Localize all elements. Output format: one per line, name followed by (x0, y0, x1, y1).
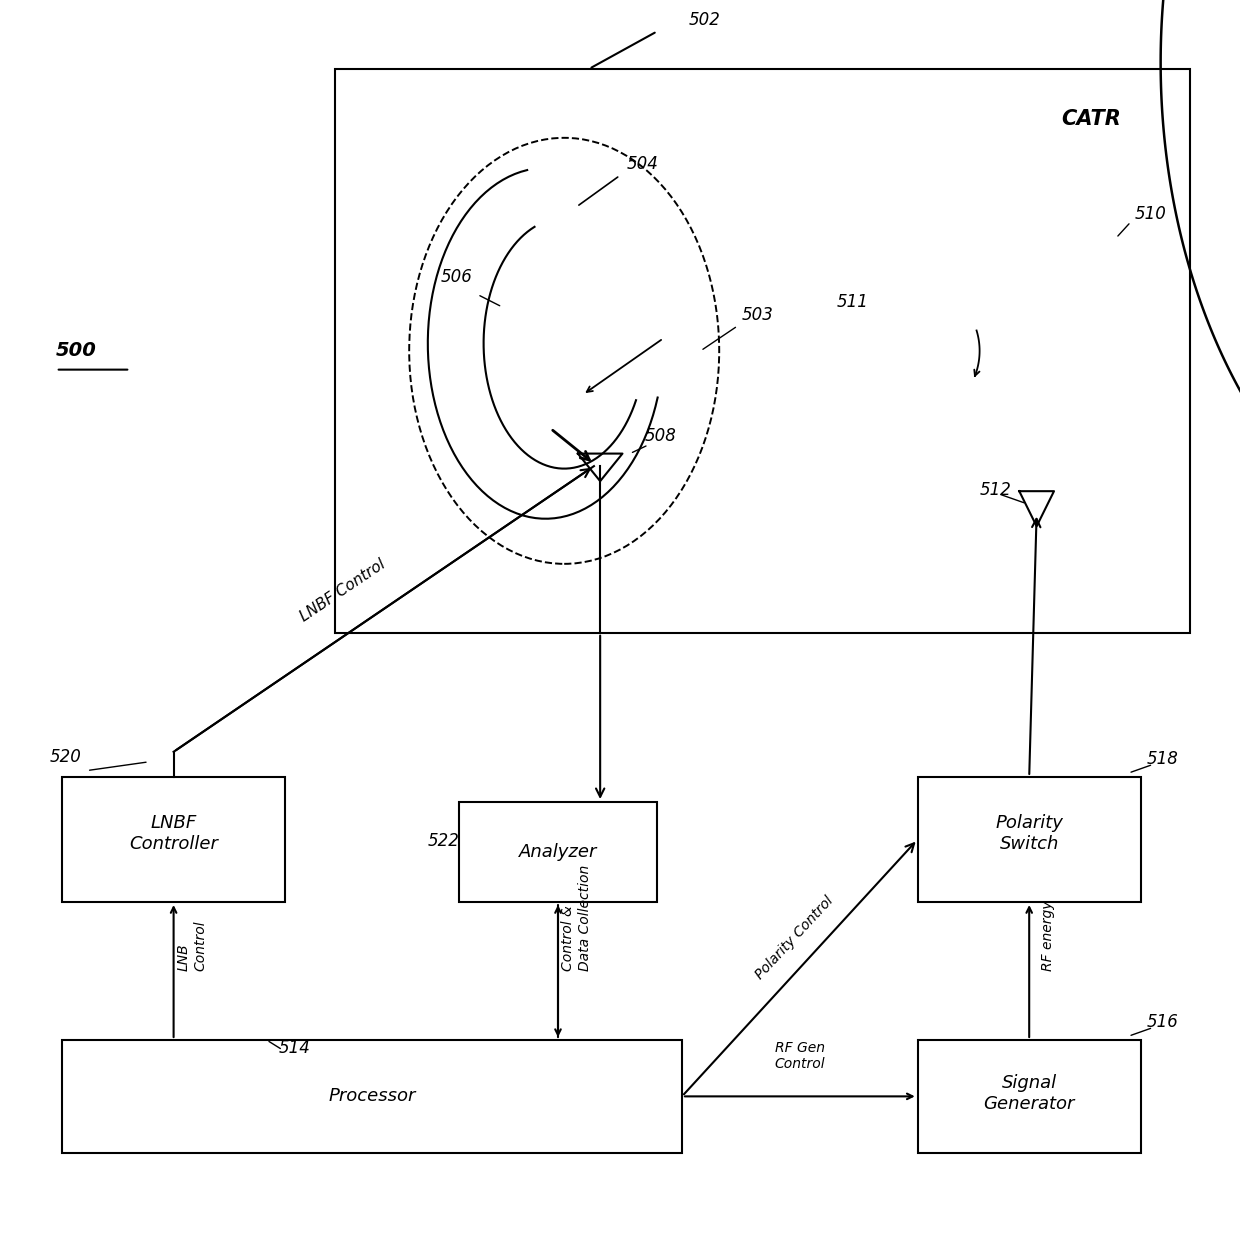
Text: 512: 512 (980, 481, 1012, 499)
Text: CATR: CATR (1061, 109, 1121, 129)
Text: Signal
Generator: Signal Generator (983, 1075, 1075, 1113)
Text: 518: 518 (1147, 751, 1179, 768)
Text: 503: 503 (742, 306, 774, 323)
Bar (62, 777, 285, 902)
Text: Polarity Control: Polarity Control (753, 893, 836, 982)
Bar (918, 777, 1141, 902)
Text: RF Gen
Control: RF Gen Control (775, 1041, 825, 1071)
Text: 520: 520 (50, 748, 82, 766)
Text: Polarity
Switch: Polarity Switch (996, 814, 1063, 852)
Text: Processor: Processor (329, 1088, 415, 1105)
Bar (335, 69, 1190, 633)
Text: 522: 522 (428, 832, 460, 850)
Text: 516: 516 (1147, 1014, 1179, 1031)
Text: 500: 500 (56, 341, 97, 361)
Bar (918, 1040, 1141, 1153)
Text: 502: 502 (688, 11, 720, 29)
Text: 508: 508 (645, 427, 677, 445)
Text: 510: 510 (1135, 205, 1167, 223)
Text: 511: 511 (837, 293, 869, 311)
Text: 506: 506 (440, 268, 472, 286)
Text: LNB
Control: LNB Control (177, 921, 207, 971)
Text: LNBF Control: LNBF Control (296, 556, 388, 624)
Text: 504: 504 (626, 155, 658, 173)
Text: 514: 514 (279, 1039, 311, 1056)
Text: Analyzer: Analyzer (518, 843, 598, 861)
Text: LNBF
Controller: LNBF Controller (129, 814, 218, 852)
Text: RF energy: RF energy (1040, 901, 1055, 971)
Bar (62, 1040, 682, 1153)
Text: Control &
Data Collection: Control & Data Collection (562, 865, 591, 971)
Bar (459, 802, 657, 902)
